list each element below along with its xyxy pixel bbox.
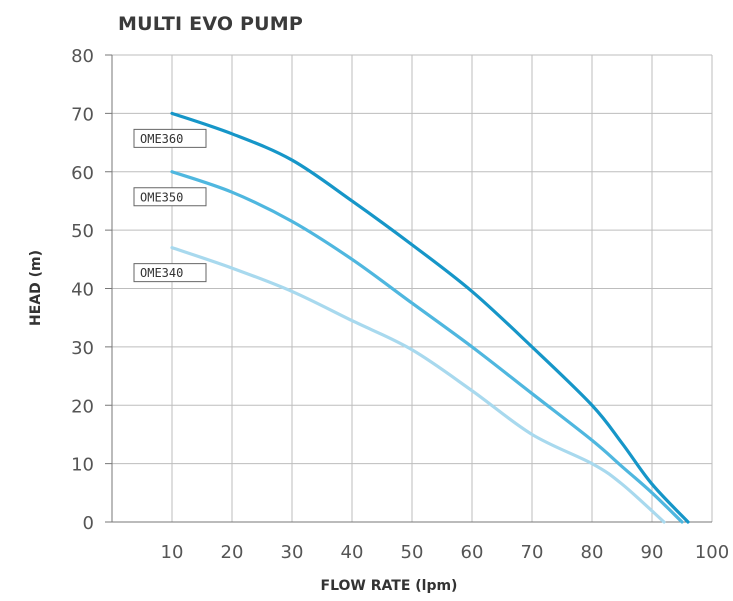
x-tick-label: 90	[641, 542, 664, 563]
series-line-ome360	[170, 111, 690, 524]
series-labels: OME360 OME350 OME340	[133, 128, 207, 283]
y-tick-label: 50	[71, 221, 94, 242]
series-label-ome340: OME340	[140, 266, 183, 280]
series-line-ome340	[170, 246, 666, 524]
y-tick-label: 0	[83, 513, 94, 534]
y-tick-label: 40	[71, 280, 94, 301]
y-tick-label: 80	[71, 46, 94, 67]
x-tick-label: 50	[401, 542, 424, 563]
series-label-ome350: OME350	[140, 190, 183, 204]
grid	[112, 54, 713, 522]
series-lines	[170, 111, 690, 524]
series-label-box	[133, 128, 207, 148]
y-tick-label: 60	[71, 163, 94, 184]
x-tick-label: 60	[461, 542, 484, 563]
y-tick-label: 10	[71, 455, 94, 476]
x-tick-label: 30	[281, 542, 304, 563]
y-tick-label: 70	[71, 104, 94, 125]
x-tick-label: 100	[695, 542, 729, 563]
series-label-box	[133, 263, 207, 283]
y-tick-label: 30	[71, 338, 94, 359]
series-label-box	[133, 187, 207, 207]
x-tick-labels: 10 20 30 40 50 60 70 80 90 100	[161, 542, 730, 563]
y-tick-labels: 0 10 20 30 40 50 60 70 80	[71, 46, 94, 534]
x-tick-label: 70	[521, 542, 544, 563]
axes	[105, 54, 712, 523]
y-tick-label: 20	[71, 396, 94, 417]
x-tick-label: 10	[161, 542, 184, 563]
x-tick-label: 40	[341, 542, 364, 563]
chart-title: MULTI EVO PUMP	[118, 13, 303, 35]
series-label-ome360: OME360	[140, 132, 183, 146]
x-tick-label: 80	[581, 542, 604, 563]
x-tick-label: 20	[221, 542, 244, 563]
y-axis-title: HEAD (m)	[28, 250, 44, 326]
x-axis-title: FLOW RATE (lpm)	[321, 578, 458, 594]
series-line-ome350	[170, 170, 684, 524]
